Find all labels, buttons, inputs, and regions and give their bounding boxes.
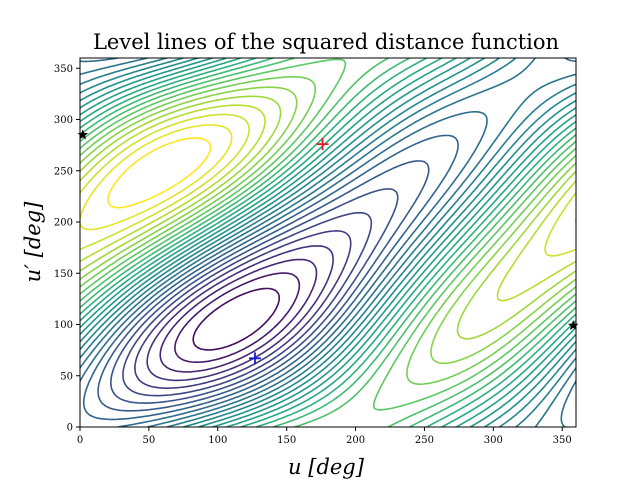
x-tick-label: 350: [553, 435, 572, 446]
contour-level: [80, 86, 576, 365]
x-axis: 0 50 100 150 200 250 300 350: [77, 427, 572, 446]
x-tick-label: 0: [77, 435, 83, 446]
contour-level: [80, 95, 576, 340]
contour-level: [122, 211, 373, 397]
contour-level: [174, 272, 301, 363]
marker-minimum: [248, 352, 261, 365]
y-tick-label: 300: [54, 115, 73, 126]
plot-frame: [79, 57, 577, 428]
contour-level: [159, 258, 318, 373]
contour-level: [192, 287, 280, 351]
contour-level: [80, 76, 576, 385]
contour-lines: [80, 58, 576, 427]
x-tick-label: 150: [277, 435, 296, 446]
marker-maximum: [316, 138, 329, 151]
contour-level: [97, 160, 430, 412]
y-tick-label: 0: [67, 423, 73, 434]
y-tick-label: 150: [54, 269, 73, 280]
contour-level: [80, 58, 576, 411]
x-tick-label: 200: [346, 435, 365, 446]
x-tick-label: 250: [415, 435, 434, 446]
contour-level: [107, 137, 212, 209]
markers: [77, 129, 579, 365]
y-tick-label: 350: [54, 64, 73, 75]
y-tick-label: 250: [54, 166, 73, 177]
y-axis-label: u′ [deg]: [21, 201, 45, 282]
marker-saddle-left: [77, 129, 88, 140]
y-tick-label: 50: [60, 371, 73, 382]
marker-saddle-right: [568, 320, 579, 330]
x-tick-label: 100: [208, 435, 227, 446]
x-axis-label: u [deg]: [288, 455, 365, 479]
contour-level: [80, 104, 576, 302]
contour-level: [82, 134, 459, 421]
contour-level: [80, 124, 576, 231]
y-tick-label: 100: [54, 320, 73, 331]
y-axis: 0 50 100 150 200 250 300 350: [54, 64, 80, 434]
contour-level: [110, 188, 399, 404]
chart-title: Level lines of the squared distance func…: [93, 30, 559, 54]
x-tick-label: 300: [484, 435, 503, 446]
y-tick-label: 200: [54, 218, 73, 229]
contour-level: [80, 113, 576, 257]
x-tick-label: 50: [143, 435, 156, 446]
